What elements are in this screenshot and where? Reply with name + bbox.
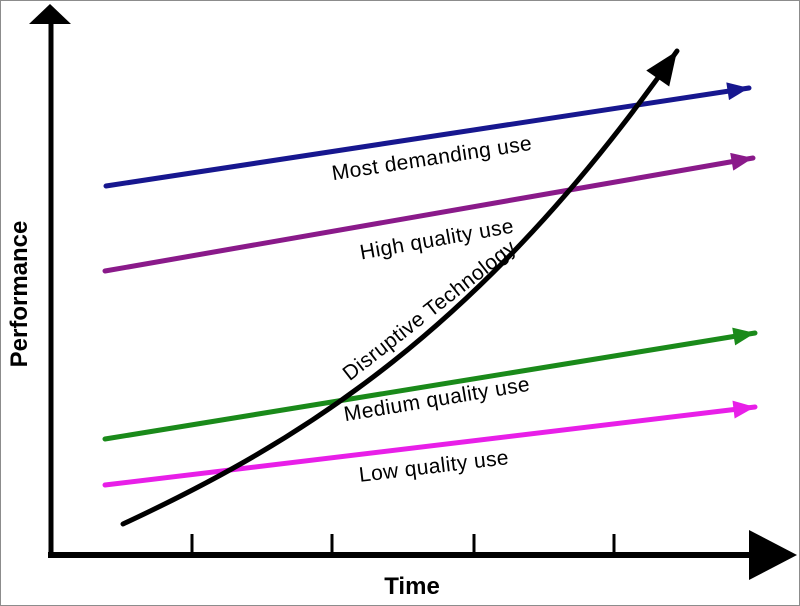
x-axis-arrowhead-icon: [749, 530, 797, 580]
series-line-0: [103, 82, 752, 189]
series-line-1: [102, 152, 756, 274]
y-axis-arrowhead-icon: [29, 4, 71, 24]
series-line-2: [102, 327, 758, 442]
y-axis-title: Performance: [6, 220, 33, 368]
series-line-3: [102, 400, 758, 488]
x-axis-title: Time: [384, 573, 440, 600]
disruptive-curve: [120, 48, 680, 527]
